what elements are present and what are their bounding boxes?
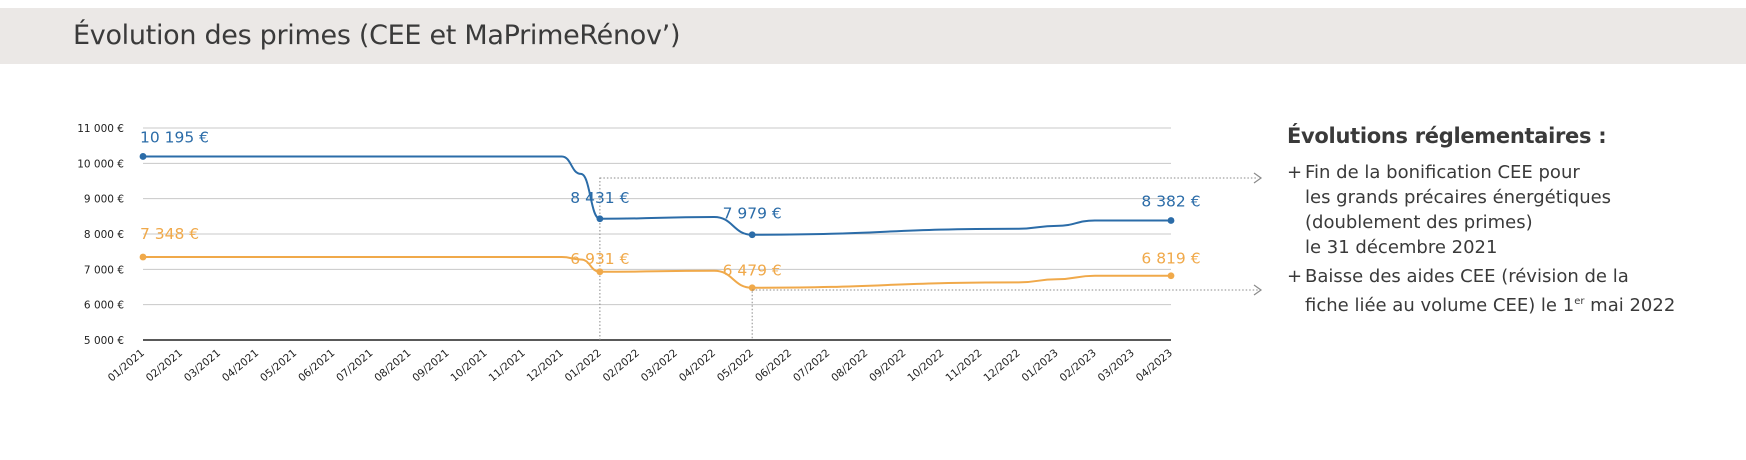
- data-points: [139, 153, 1175, 292]
- page-title: Évolution des primes (CEE et MaPrimeRéno…: [73, 20, 681, 51]
- series-line-blue: [143, 155, 1171, 236]
- x-tick-label: 06/2021: [296, 347, 337, 384]
- item-2-line: fiche liée au volume CEE) le 1er mai 202…: [1305, 289, 1727, 318]
- item-1-line: Fin de la bonification CEE pour: [1305, 162, 1580, 183]
- item-1-line: le 31 décembre 2021: [1305, 237, 1498, 258]
- y-tick-label: 11 000 €: [77, 123, 124, 135]
- x-tick-label: 07/2022: [791, 347, 832, 384]
- header-bar: Évolution des primes (CEE et MaPrimeRéno…: [0, 8, 1746, 64]
- x-tick-label: 08/2022: [829, 347, 870, 384]
- x-tick-label: 10/2022: [905, 347, 946, 384]
- y-tick-label: 7 000 €: [84, 264, 124, 276]
- regulatory-item-2: + Baisse des aides CEE (révision de la f…: [1287, 264, 1727, 318]
- data-point-blue: [139, 153, 147, 160]
- y-tick-label: 9 000 €: [84, 194, 124, 206]
- y-tick-label: 5 000 €: [84, 335, 124, 347]
- data-point-orange: [139, 253, 147, 261]
- data-label-orange: 6 931 €: [570, 250, 629, 268]
- x-tick-label: 01/2023: [1020, 347, 1061, 384]
- regulatory-item-1: + Fin de la bonification CEE pour les gr…: [1287, 160, 1727, 260]
- data-label-blue: 7 979 €: [723, 205, 782, 223]
- data-label-orange: 6 479 €: [723, 262, 782, 280]
- x-tick-label: 08/2021: [372, 347, 413, 384]
- series-lines: [142, 155, 1171, 289]
- data-label-blue: 8 431 €: [570, 189, 629, 207]
- x-tick-label: 04/2023: [1134, 347, 1175, 384]
- data-point-orange: [596, 268, 604, 276]
- x-tick-label: 07/2021: [334, 347, 375, 384]
- data-label-blue: 8 382 €: [1141, 193, 1200, 211]
- x-tick-label: 03/2021: [182, 347, 223, 384]
- x-tick-label: 05/2022: [715, 347, 756, 384]
- item-2-text: fiche liée au volume CEE) le 1: [1305, 295, 1575, 316]
- item-2-line: Baisse des aides CEE (révision de la: [1305, 266, 1629, 287]
- x-axis-labels: 01/202102/202103/202104/202105/202106/20…: [106, 347, 1175, 384]
- data-point-orange: [748, 284, 756, 292]
- grid-lines: [143, 127, 1171, 341]
- x-tick-label: 04/2022: [677, 347, 718, 384]
- y-tick-label: 6 000 €: [84, 300, 124, 312]
- ordinal-sup: er: [1574, 296, 1585, 307]
- x-tick-label: 02/2022: [601, 347, 642, 384]
- x-tick-label: 11/2022: [943, 347, 984, 384]
- x-tick-label: 09/2021: [410, 347, 451, 384]
- data-point-blue: [596, 215, 604, 223]
- data-label-blue: 10 195 €: [140, 128, 209, 146]
- plus-icon: +: [1287, 266, 1303, 287]
- data-labels: 10 195 € 8 431 € 7 979 € 8 382 € 7 348 € 6 93…: [140, 128, 1201, 279]
- x-tick-label: 12/2021: [525, 347, 566, 384]
- series-line-orange: [142, 256, 1171, 289]
- x-tick-label: 02/2021: [144, 347, 185, 384]
- item-1-line: les grands précaires énergétiques: [1305, 187, 1612, 208]
- x-tick-label: 12/2022: [981, 347, 1022, 384]
- x-tick-label: 03/2022: [639, 347, 680, 384]
- regulatory-panel: Évolutions réglementaires : + Fin de la …: [1287, 124, 1727, 322]
- x-tick-label: 10/2021: [448, 347, 489, 384]
- regulatory-title: Évolutions réglementaires :: [1287, 124, 1607, 148]
- data-label-orange: 6 819 €: [1141, 250, 1200, 268]
- x-tick-label: 04/2021: [220, 347, 261, 384]
- x-tick-label: 01/2022: [563, 347, 604, 384]
- x-tick-label: 09/2022: [867, 347, 908, 384]
- item-2-text-end: mai 2022: [1584, 295, 1676, 316]
- x-tick-label: 03/2023: [1096, 347, 1137, 384]
- y-axis-labels: 5 000 € 6 000 € 7 000 € 8 000 € 9 000 € 10 00…: [77, 123, 124, 347]
- data-label-orange: 7 348 €: [140, 225, 199, 243]
- data-point-orange: [1167, 272, 1175, 280]
- y-tick-label: 10 000 €: [77, 158, 124, 170]
- x-tick-label: 02/2023: [1058, 347, 1099, 384]
- x-tick-label: 11/2021: [487, 347, 528, 384]
- data-point-blue: [748, 231, 756, 239]
- data-point-blue: [1167, 217, 1175, 224]
- guide-lines: [599, 177, 753, 340]
- plus-icon: +: [1287, 162, 1303, 183]
- x-tick-label: 01/2021: [106, 347, 147, 384]
- premiums-line-chart: 5 000 € 6 000 € 7 000 € 8 000 € 9 000 € 10 00…: [77, 123, 1201, 384]
- x-tick-label: 05/2021: [258, 347, 299, 384]
- item-1-line: (doublement des primes): [1305, 212, 1533, 233]
- x-tick-label: 06/2022: [753, 347, 794, 384]
- y-tick-label: 8 000 €: [84, 229, 124, 241]
